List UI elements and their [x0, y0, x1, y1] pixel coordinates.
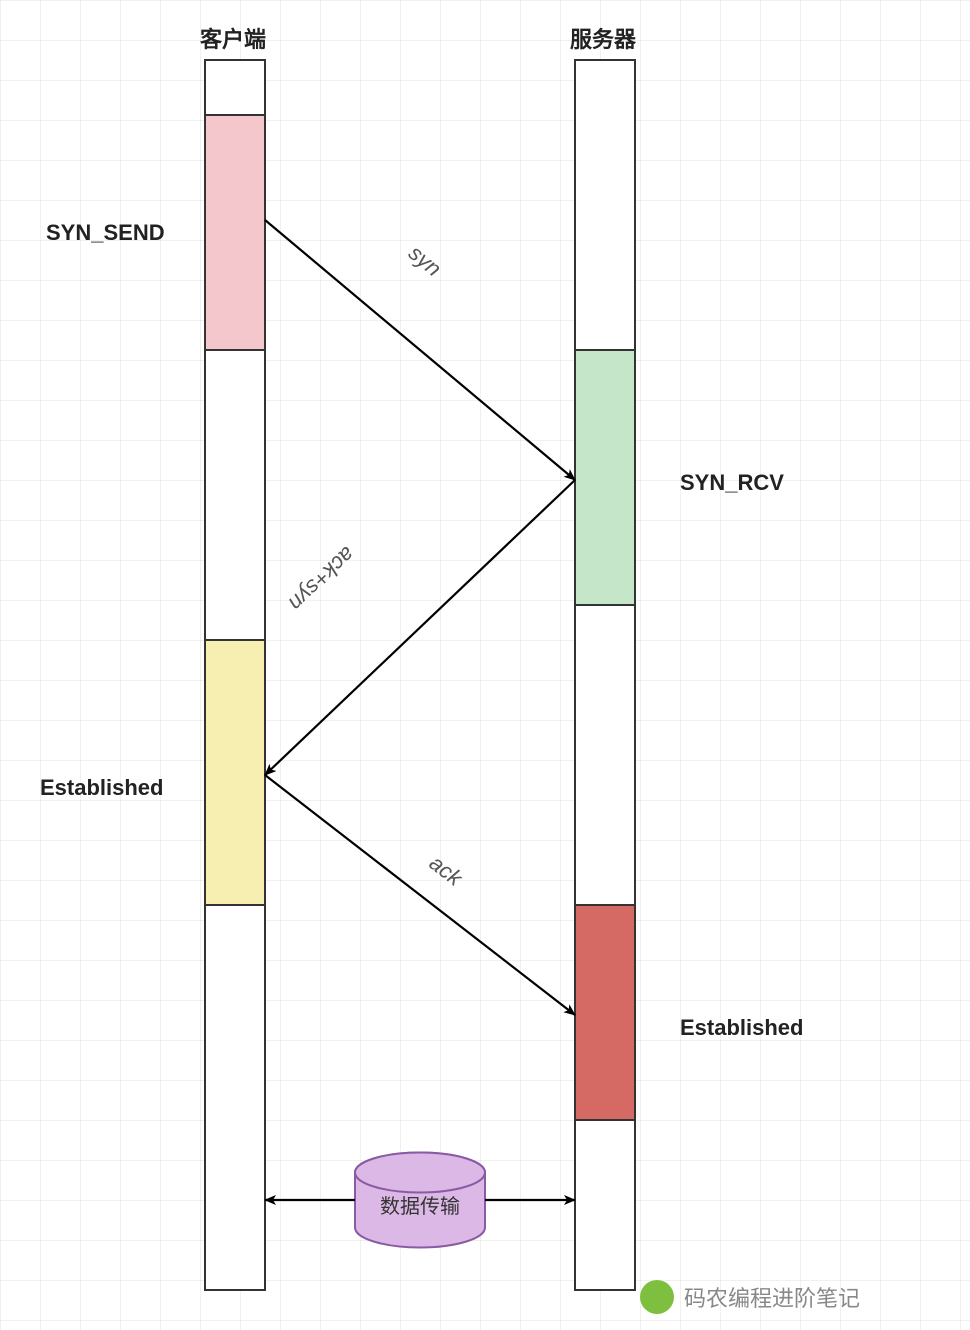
state-client-established: Established — [40, 775, 163, 801]
server-header: 服务器 — [570, 22, 636, 54]
watermark: 码农编程进阶笔记 — [640, 1280, 860, 1314]
watermark-text: 码农编程进阶笔记 — [684, 1281, 860, 1313]
state-syn-send: SYN_SEND — [46, 220, 165, 246]
watermark-icon — [640, 1280, 674, 1314]
state-server-established: Established — [680, 1015, 803, 1041]
state-syn-rcv: SYN_RCV — [680, 470, 784, 496]
client-header: 客户端 — [200, 22, 266, 54]
diagram-svg — [0, 0, 970, 1330]
data-transfer-label: 数据传输 — [375, 1190, 465, 1219]
